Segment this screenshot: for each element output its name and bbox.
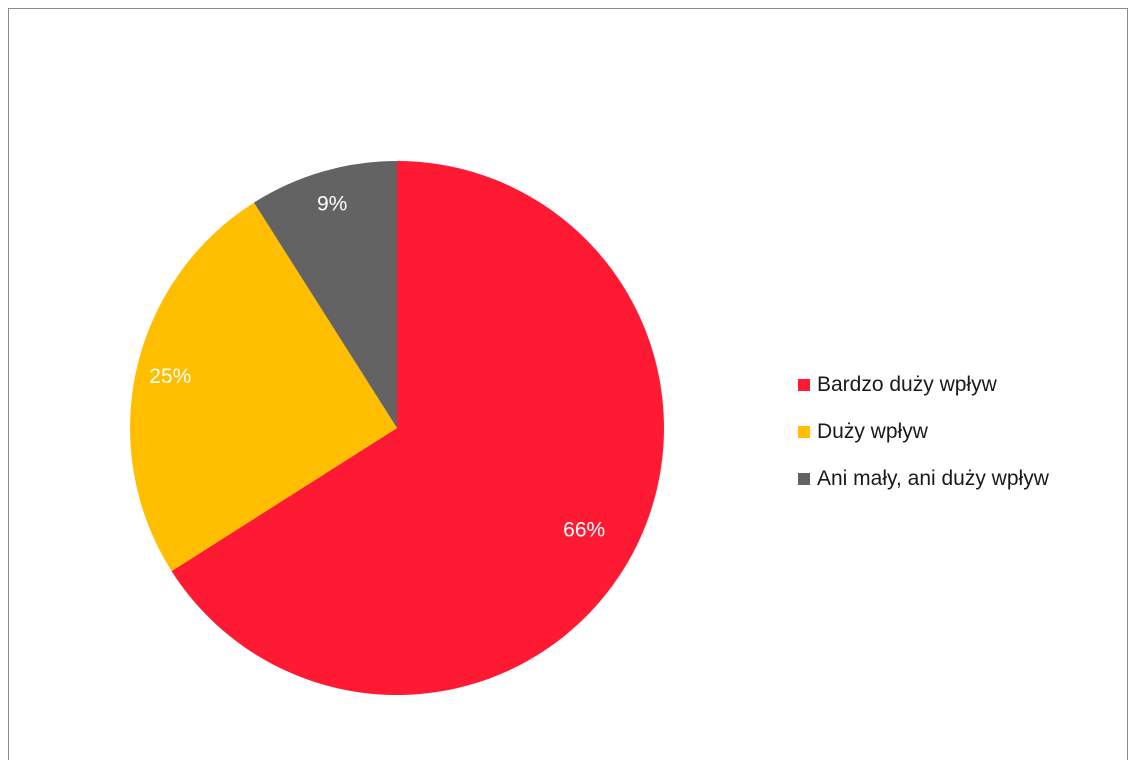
legend-item-ani-maly-ani-duzy-wplyw: Ani mały, ani duży wpływ [798,464,1049,494]
pie-slice-duzy-wplyw [129,202,397,572]
pie-slice-bardzo-duzy-wplyw [171,161,664,696]
legend-item-bardzo-duzy-wplyw: Bardzo duży wpływ [798,370,1049,400]
legend-label: Duży wpływ [817,420,928,443]
pie-slice-ani-maly-ani-duzy-wplyw [253,161,397,428]
legend-label: Bardzo duży wpływ [817,373,997,396]
legend-label: Ani mały, ani duży wpływ [817,467,1049,490]
pie-slices [129,161,664,696]
legend: Bardzo duży wpływ Duży wpływ Ani mały, a… [798,370,1049,511]
data-label-duzy-wplyw: 25% [149,365,191,388]
legend-swatch [798,379,810,391]
data-label-bardzo-duzy-wplyw: 66% [563,518,605,541]
legend-swatch [798,426,810,438]
pie-data-labels: 66% 25% 9% [149,192,605,541]
legend-item-duzy-wplyw: Duży wpływ [798,417,1049,447]
data-label-ani-maly-ani-duzy-wplyw: 9% [317,192,347,215]
legend-swatch [798,473,810,485]
